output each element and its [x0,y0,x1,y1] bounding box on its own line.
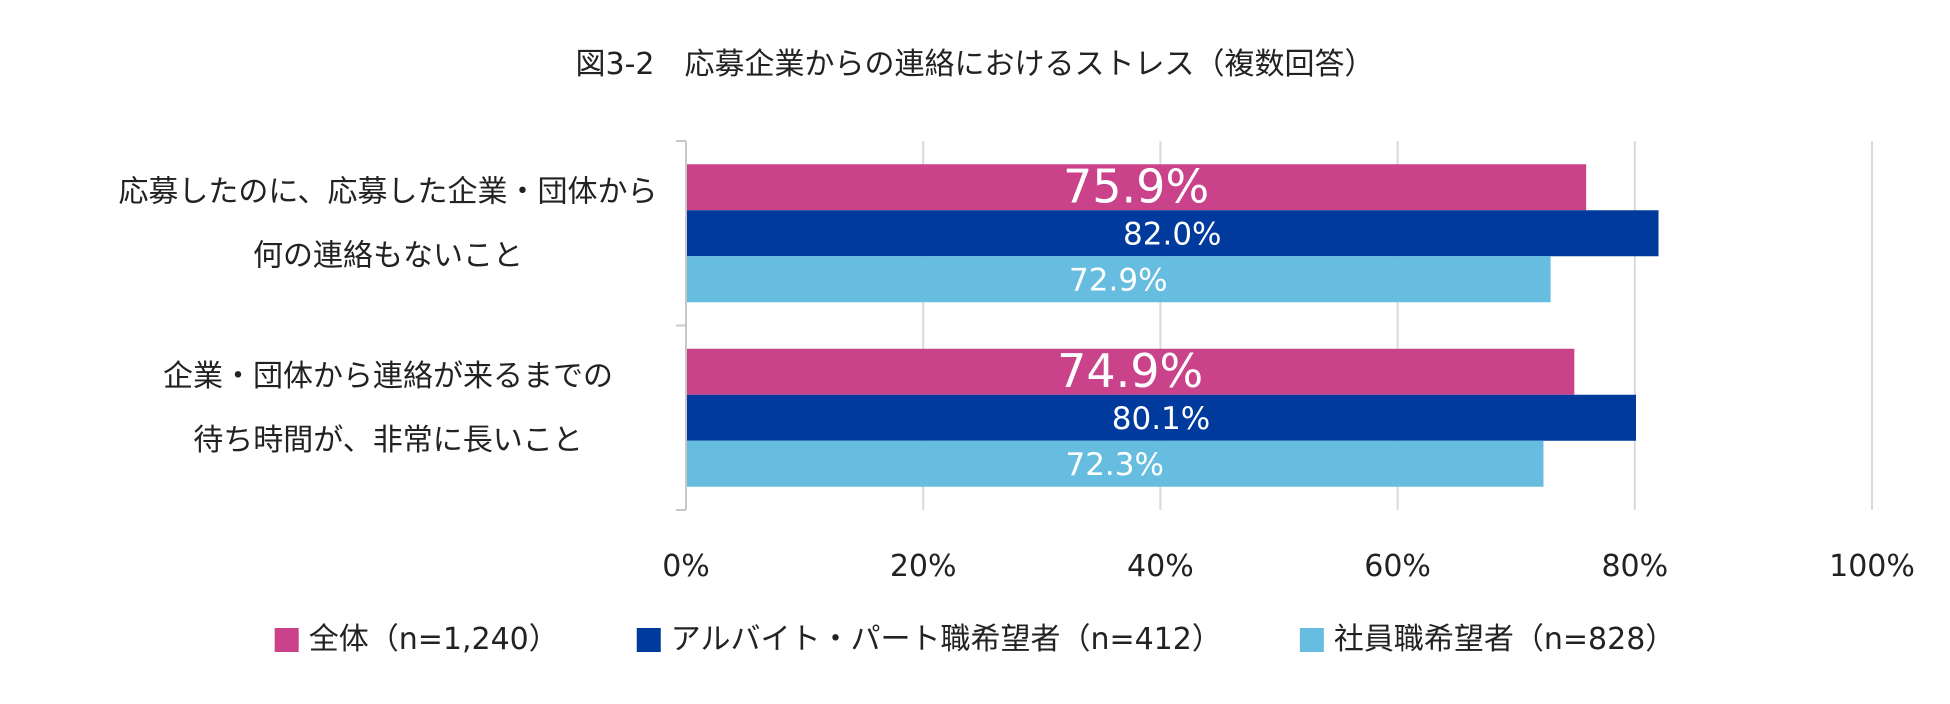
data-labels: 75.9%82.0% 72.9% 74.9%80.1% 72.3% [1057,159,1221,483]
legend-item: 全体（n=1,240） [274,622,559,657]
axes: 0% 20% 40% 60% 80% 100% 応募したのに、応募した企業・団体から何の連絡… [118,140,1915,584]
data-label: 75.9% [1063,159,1209,213]
category-label: 企業・団体から連絡が来るまでの [163,359,613,394]
legend-label: 全体（n=1,240） [309,622,559,657]
legend-swatch [636,628,661,652]
data-label: 72.9% [1069,262,1167,298]
legend-label: アルバイト・パート職希望者（n=412） [671,622,1222,657]
legend-swatch [1299,628,1324,652]
data-label: 82.0% [1123,216,1221,252]
bar [686,210,1659,257]
bar [686,440,1544,487]
x-tick-label: 20% [890,549,957,584]
bar [686,164,1587,211]
legend: 全体（n=1,240） アルバイト・パート職希望者（n=412） 社員職希望者（n=… [274,622,1675,657]
x-tick-label: 40% [1127,549,1194,584]
x-tick-label: 0% [662,549,710,584]
bars [686,164,1659,487]
bar [686,256,1551,303]
category-label: 待ち時間が、非常に長いこと [193,423,582,458]
category-label: 応募したのに、応募した企業・団体から [118,174,657,209]
x-tick-label: 80% [1601,549,1668,584]
bar [686,348,1575,395]
data-label: 80.1% [1112,401,1210,437]
x-tick-label: 60% [1364,549,1431,584]
x-tick-label: 100% [1829,549,1915,584]
bar [686,394,1636,441]
category-label: 何の連絡もないこと [253,238,523,273]
data-label: 74.9% [1057,344,1203,398]
legend-swatch [274,628,299,652]
legend-item: 社員職希望者（n=828） [1299,622,1675,657]
legend-label: 社員職希望者（n=828） [1334,622,1675,657]
chart-title: 図3-2 応募企業からの連絡におけるストレス（複数回答） [576,47,1375,82]
legend-item: アルバイト・パート職希望者（n=412） [636,622,1222,657]
data-label: 72.3% [1065,447,1163,483]
